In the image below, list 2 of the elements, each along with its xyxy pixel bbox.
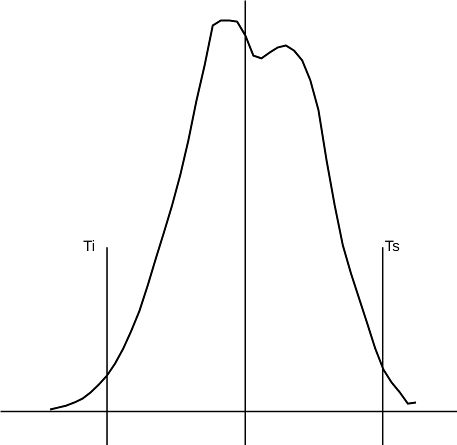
annotation: Ti: [83, 238, 96, 256]
annotation: Ts: [384, 238, 400, 256]
